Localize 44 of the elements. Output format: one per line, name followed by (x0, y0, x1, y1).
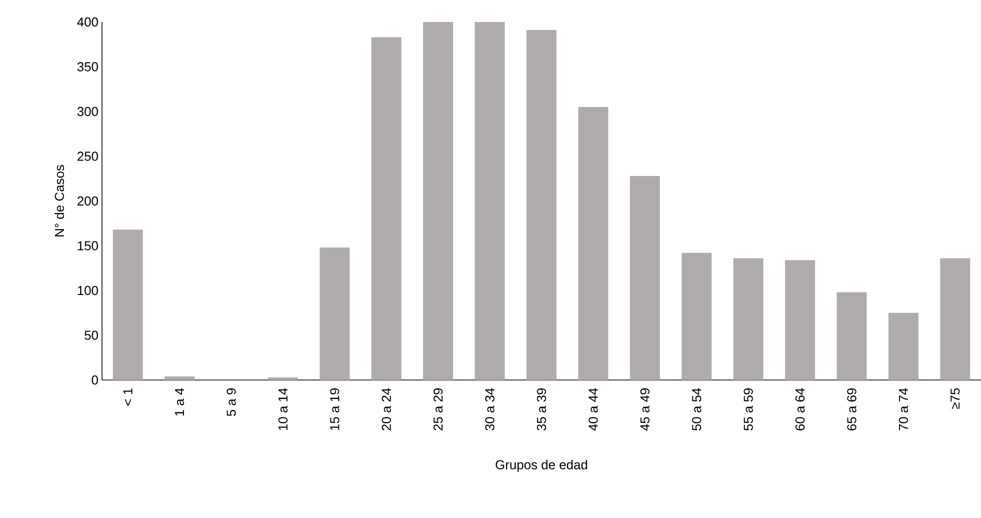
x-tick-label: 10 a 14 (278, 388, 288, 430)
x-tick-label: 20 a 24 (382, 388, 391, 430)
x-tick-label: 35 a 39 (536, 388, 546, 430)
bar (526, 30, 557, 380)
x-tick-label: ≥75 (950, 388, 960, 409)
x-axis-title: Grupos de edad (496, 460, 588, 472)
x-tick-label: 45 a 49 (640, 388, 650, 431)
bar (630, 176, 660, 380)
x-tick-label: 40 a 44 (588, 388, 598, 431)
x-tick-label: 30 a 34 (485, 388, 494, 430)
x-tick-label: 1 a 4 (175, 388, 184, 416)
x-tick-label: 70 a 74 (898, 388, 908, 430)
bar (112, 230, 143, 380)
y-tick-label: 0 (92, 375, 98, 385)
y-tick-label: 300 (77, 106, 98, 116)
x-tick-label: 5 a 9 (226, 388, 236, 416)
bar (888, 312, 918, 380)
bar (682, 252, 712, 380)
x-tick-label: 65 a 69 (847, 388, 856, 430)
x-tick-label: < 1 (123, 388, 132, 406)
x-tick-label: 15 a 19 (330, 388, 340, 430)
y-axis-title: N° de Casos (54, 165, 64, 236)
bar (320, 248, 350, 380)
bar (836, 292, 867, 380)
y-tick-label: 100 (78, 286, 98, 296)
y-tick-label: 250 (78, 152, 98, 161)
x-tick-label: 25 a 29 (434, 388, 443, 430)
bar (940, 258, 970, 380)
bar (474, 22, 505, 380)
x-tick-label: 55 a 59 (744, 388, 753, 430)
x-tick-label: 60 a 64 (795, 388, 805, 430)
x-tick-label: 50 a 54 (692, 388, 702, 430)
bar (423, 22, 454, 380)
bar (371, 37, 402, 380)
y-tick-label: 200 (78, 196, 98, 206)
bar (733, 258, 764, 380)
y-tick-label: 50 (84, 330, 98, 340)
bar (164, 376, 195, 380)
y-tick-label: 150 (78, 241, 98, 250)
y-tick-label: 400 (77, 17, 98, 27)
y-tick-label: 350 (77, 62, 98, 72)
bar (785, 260, 816, 380)
bar (268, 377, 298, 380)
bar (578, 107, 608, 380)
